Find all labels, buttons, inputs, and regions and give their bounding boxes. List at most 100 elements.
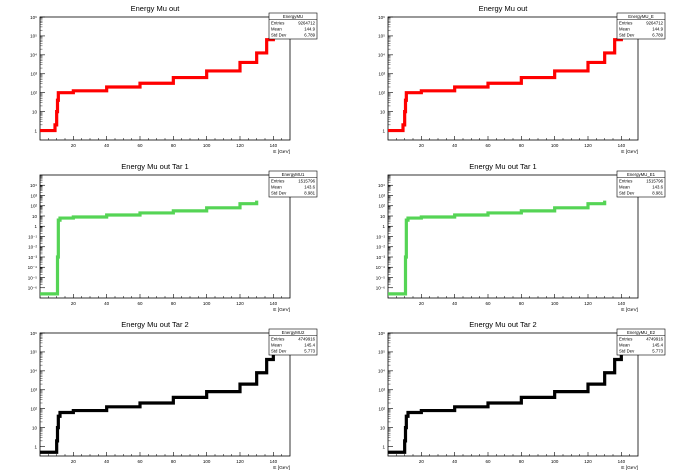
histogram-series bbox=[40, 344, 275, 454]
stats-value: 143.6 bbox=[652, 185, 663, 190]
y-tick-label: 10⁴ bbox=[378, 183, 385, 188]
x-tick-label: 20 bbox=[419, 301, 425, 306]
stats-label: Entries bbox=[619, 179, 632, 184]
x-tick-label: 20 bbox=[71, 143, 77, 148]
stats-label: Mean bbox=[271, 27, 282, 32]
stats-label: Entries bbox=[619, 21, 632, 26]
x-tick-label: 120 bbox=[584, 301, 592, 306]
stats-value: 6.789 bbox=[304, 33, 315, 38]
x-tick-label: 120 bbox=[236, 459, 244, 464]
y-tick-label: 10⁻² bbox=[376, 245, 385, 250]
histogram-series bbox=[388, 26, 623, 133]
stats-value: 5.773 bbox=[304, 349, 315, 354]
stats-label: Mean bbox=[271, 185, 282, 190]
stats-label: Mean bbox=[619, 185, 630, 190]
y-tick-label: 10 bbox=[32, 425, 38, 430]
stats-value: 144.9 bbox=[652, 27, 663, 32]
x-tick-label: 60 bbox=[137, 459, 143, 464]
y-tick-label: 10² bbox=[30, 204, 37, 209]
stats-label: Std Dev bbox=[619, 349, 635, 354]
x-tick-label: 120 bbox=[584, 143, 592, 148]
y-tick-label: 10³ bbox=[30, 388, 37, 393]
stats-label: Std Dev bbox=[271, 33, 287, 38]
x-tick-label: 120 bbox=[236, 301, 244, 306]
y-tick-label: 10⁻⁶ bbox=[376, 286, 385, 291]
y-tick-label: 10⁵ bbox=[30, 34, 37, 39]
stats-name: EnergyMU_E2 bbox=[627, 330, 656, 335]
stats-name: EnergyMU1 bbox=[282, 172, 305, 177]
y-tick-label: 10² bbox=[30, 406, 37, 411]
y-tick-label: 10 bbox=[380, 109, 386, 114]
y-tick-label: 10⁻¹ bbox=[28, 234, 37, 239]
stats-label: Mean bbox=[619, 27, 630, 32]
y-tick-label: 10⁶ bbox=[378, 15, 385, 20]
plot-frame bbox=[39, 16, 291, 141]
y-tick-label: 10⁻⁴ bbox=[28, 265, 37, 270]
x-axis-label: E [GeV] bbox=[621, 149, 638, 155]
y-tick-label: 10 bbox=[380, 214, 386, 219]
stats-label: Entries bbox=[271, 337, 284, 342]
y-tick-label: 10⁻¹ bbox=[376, 234, 385, 239]
stats-value: 143.6 bbox=[304, 185, 315, 190]
x-tick-label: 80 bbox=[519, 143, 525, 148]
plot-frame bbox=[39, 174, 291, 299]
plot-frame bbox=[387, 16, 639, 141]
x-tick-label: 40 bbox=[452, 459, 458, 464]
y-tick-label: 10⁶ bbox=[30, 15, 37, 20]
y-tick-label: 10² bbox=[30, 90, 37, 95]
stats-name: EnergyMU2 bbox=[282, 330, 305, 335]
stats-box: EnergyMU_E1 Entries 1515796 Mean 143.6 Std De… bbox=[616, 170, 666, 198]
x-tick-label: 40 bbox=[104, 143, 110, 148]
y-tick-label: 10⁴ bbox=[378, 369, 385, 374]
y-tick-label: 1 bbox=[382, 224, 385, 229]
stats-value: 5.773 bbox=[652, 349, 663, 354]
y-tick-label: 10⁻⁶ bbox=[28, 286, 37, 291]
y-tick-label: 1 bbox=[382, 444, 385, 449]
x-tick-label: 60 bbox=[485, 301, 491, 306]
plot-frame bbox=[387, 174, 639, 299]
stats-box: EnergyMU1 Entries 1515796 Mean 143.6 Std Dev 8… bbox=[268, 170, 318, 198]
stats-label: Entries bbox=[619, 337, 632, 342]
y-tick-label: 10⁴ bbox=[30, 53, 37, 58]
y-tick-label: 10⁻² bbox=[28, 245, 37, 250]
stats-value: 6.789 bbox=[652, 33, 663, 38]
x-tick-label: 20 bbox=[71, 301, 77, 306]
stats-box-frame bbox=[268, 328, 318, 356]
stats-value: 8.981 bbox=[304, 191, 315, 196]
histogram-series bbox=[40, 26, 275, 133]
stats-value: 9264712 bbox=[298, 21, 315, 26]
stats-value: 9264712 bbox=[646, 21, 663, 26]
stats-box: EnergyMU_E Entries 9264712 Mean 144.9 Std Dev… bbox=[616, 12, 666, 40]
x-tick-label: 100 bbox=[203, 459, 211, 464]
stats-label: Std Dev bbox=[619, 191, 635, 196]
x-tick-label: 60 bbox=[137, 143, 143, 148]
stats-box: EnergyMU_E2 Entries 4749916 Mean 145.4 Std De… bbox=[616, 328, 666, 356]
x-tick-label: 40 bbox=[104, 301, 110, 306]
stats-name: EnergyMU_E bbox=[628, 14, 654, 19]
y-tick-label: 10³ bbox=[30, 72, 37, 77]
y-tick-label: 10⁻⁴ bbox=[376, 265, 385, 270]
chart-title: Energy Mu out Tar 2 bbox=[121, 320, 188, 329]
x-tick-label: 140 bbox=[270, 301, 278, 306]
x-tick-label: 120 bbox=[236, 143, 244, 148]
chart-title: Energy Mu out Tar 1 bbox=[469, 162, 536, 171]
x-tick-label: 80 bbox=[171, 143, 177, 148]
x-tick-label: 60 bbox=[137, 301, 143, 306]
chart-title: Energy Mu out Tar 1 bbox=[121, 162, 188, 171]
y-tick-label: 1 bbox=[34, 444, 37, 449]
x-axis-label: E [GeV] bbox=[273, 307, 290, 313]
y-tick-label: 10 bbox=[32, 109, 38, 114]
y-tick-label: 10⁻³ bbox=[376, 255, 385, 260]
y-tick-label: 10 bbox=[380, 425, 386, 430]
stats-value: 145.4 bbox=[304, 343, 315, 348]
stats-label: Std Dev bbox=[271, 349, 287, 354]
x-tick-label: 80 bbox=[171, 301, 177, 306]
x-axis-label: E [GeV] bbox=[621, 307, 638, 313]
y-tick-label: 10³ bbox=[378, 388, 385, 393]
x-tick-label: 20 bbox=[419, 459, 425, 464]
y-tick-label: 1 bbox=[34, 224, 37, 229]
chart-title: Energy Mu out Tar 2 bbox=[469, 320, 536, 329]
x-tick-label: 60 bbox=[485, 143, 491, 148]
